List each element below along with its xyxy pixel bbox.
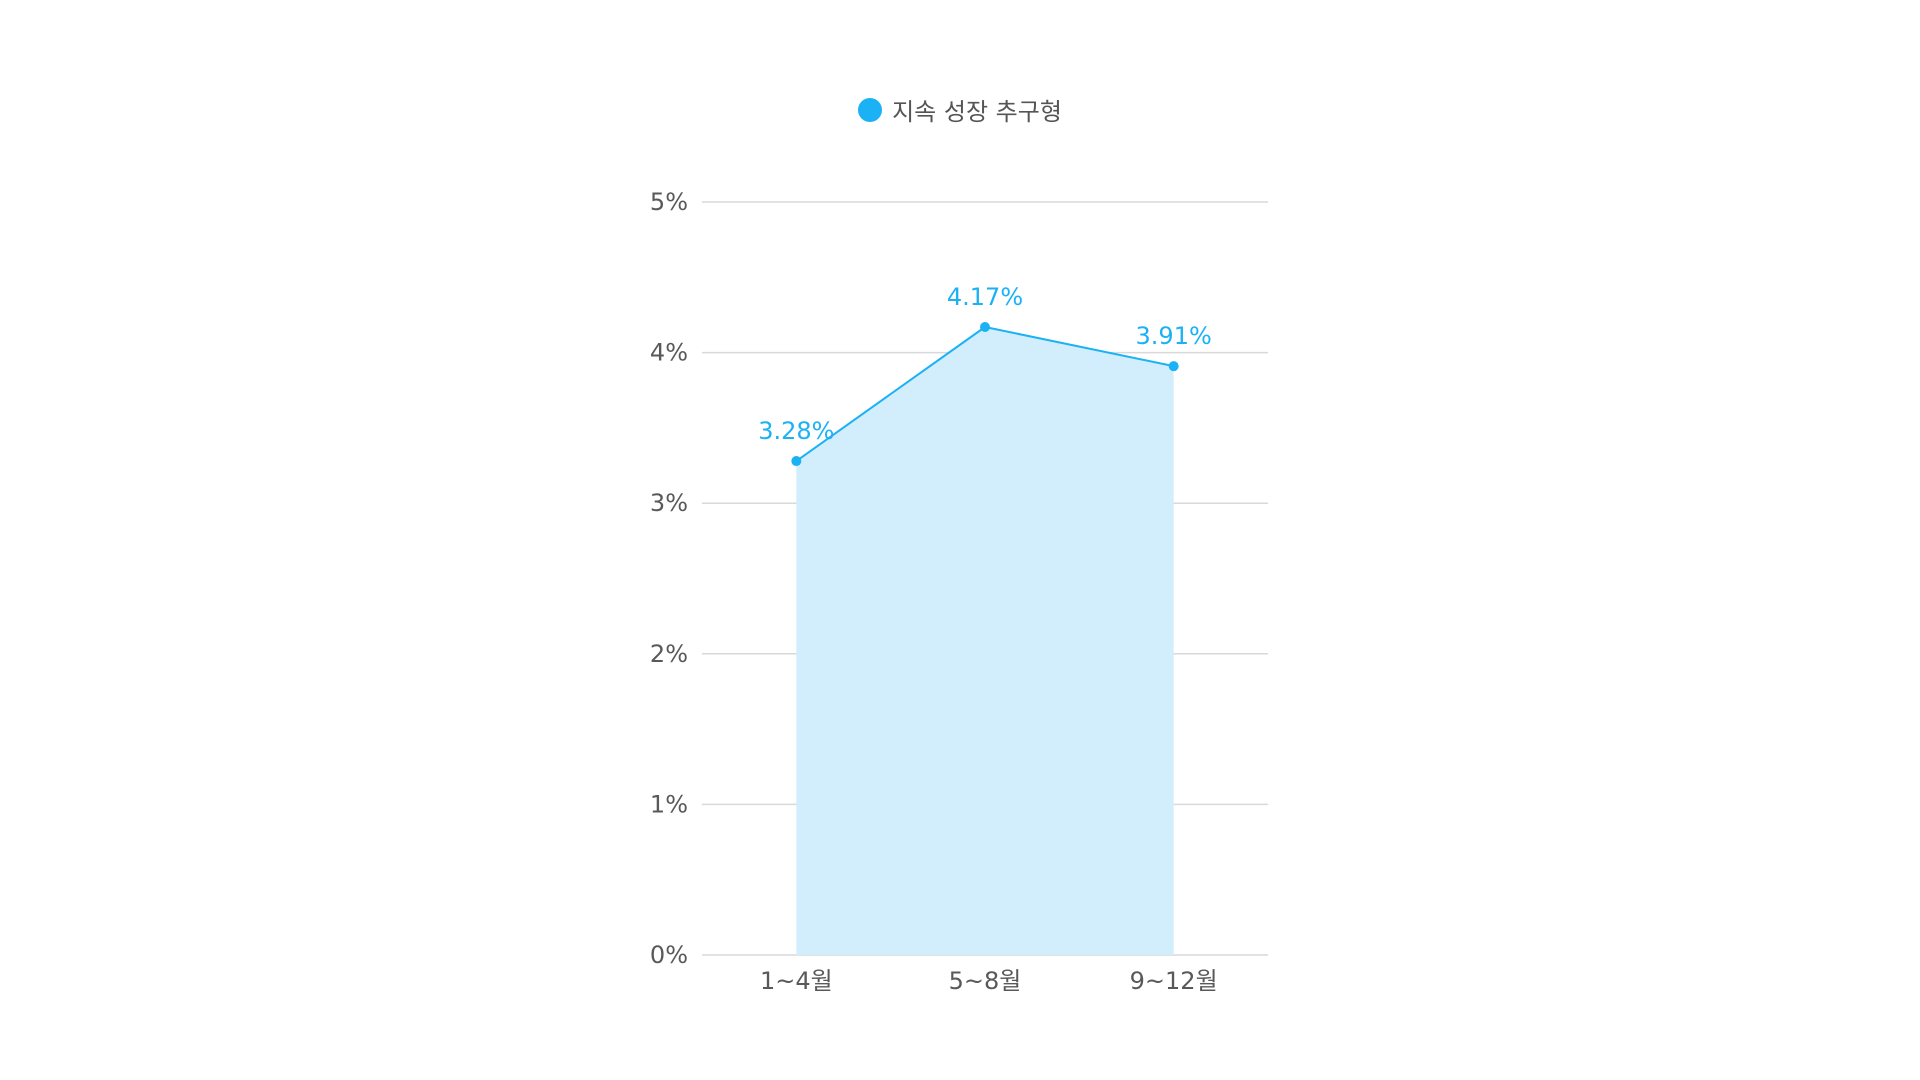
data-point bbox=[980, 321, 990, 332]
y-axis-tick-labels: 0% 1% 2% 3% 4% 5% bbox=[650, 188, 688, 969]
series-points bbox=[791, 321, 1179, 467]
y-tick-label: 0% bbox=[650, 941, 688, 969]
data-labels: 3.28% 4.17% 3.91% bbox=[758, 283, 1212, 445]
data-point bbox=[791, 456, 802, 467]
data-label: 4.17% bbox=[947, 283, 1023, 311]
y-tick-label: 5% bbox=[650, 188, 688, 216]
series-area bbox=[796, 326, 1174, 955]
y-tick-label: 2% bbox=[650, 640, 688, 668]
y-tick-label: 1% bbox=[650, 790, 688, 818]
x-tick-label: 9~12월 bbox=[1130, 967, 1218, 995]
legend-label: 지속 성장 추구형 bbox=[892, 98, 1062, 126]
data-label: 3.28% bbox=[758, 417, 834, 445]
legend-marker-icon bbox=[858, 97, 883, 122]
x-tick-label: 1~4월 bbox=[760, 967, 833, 995]
y-tick-label: 3% bbox=[650, 489, 688, 517]
data-label: 3.91% bbox=[1136, 322, 1212, 350]
y-tick-label: 4% bbox=[650, 339, 688, 367]
x-tick-label: 5~8월 bbox=[949, 967, 1022, 995]
area-fill bbox=[796, 326, 1174, 955]
chart-legend: 지속 성장 추구형 bbox=[0, 92, 1920, 127]
x-axis-tick-labels: 1~4월 5~8월 9~12월 bbox=[760, 967, 1218, 995]
data-point bbox=[1168, 361, 1179, 372]
